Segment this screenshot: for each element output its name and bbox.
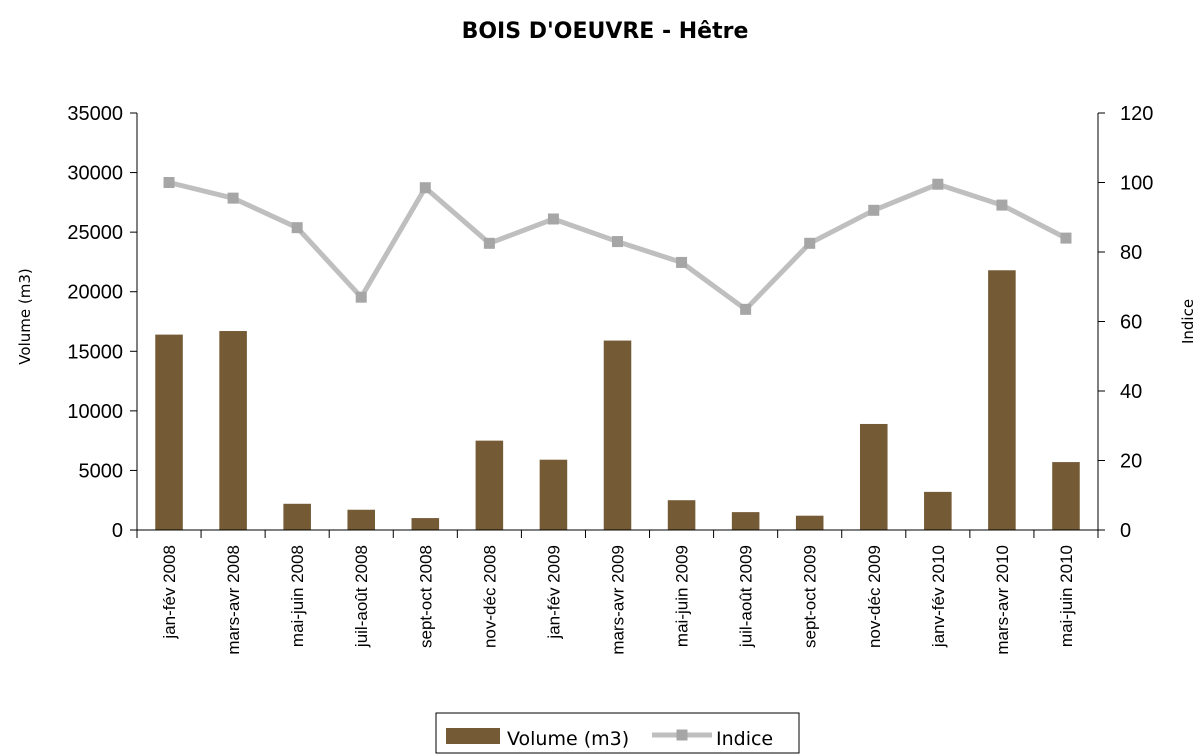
indice-point (612, 236, 623, 248)
indice-point (804, 237, 816, 249)
indice-point (868, 204, 880, 216)
volume-bar (859, 423, 888, 530)
indice-point (291, 222, 303, 234)
indice-point (932, 178, 944, 190)
volume-bar (795, 515, 824, 530)
left-tick-label: 15000 (67, 341, 123, 363)
x-tick-label: sept-oct 2008 (416, 545, 435, 648)
indice-point (419, 182, 431, 194)
indice-point (547, 213, 559, 225)
x-tick-label: mars-avr 2010 (993, 545, 1012, 655)
right-tick-label: 60 (1120, 312, 1142, 334)
x-tick-label: mars-avr 2008 (224, 545, 243, 655)
indice-point (355, 291, 367, 303)
volume-bar (603, 340, 632, 530)
x-tick-label: mars-avr 2009 (609, 545, 628, 655)
x-tick-label: nov-déc 2009 (865, 545, 884, 648)
indice-point (676, 256, 688, 268)
indice-point (483, 237, 495, 249)
indice-point (996, 199, 1008, 211)
left-tick-label: 10000 (67, 401, 123, 423)
left-axis: 0 5000 10000 15000 20000 25000 30000 35000 (67, 103, 138, 542)
x-tick-label: juil-août 2008 (352, 545, 371, 648)
chart-title: BOIS D'OEUVRE - Hêtre (462, 19, 749, 44)
volume-bar (924, 491, 952, 530)
x-tick-label: mai-juin 2008 (288, 545, 307, 647)
volume-bar (731, 512, 760, 530)
right-tick-label: 40 (1120, 381, 1142, 403)
left-tick-label: 5000 (79, 460, 124, 482)
indice-point (1060, 232, 1072, 244)
y2-axis-title: Indice (1179, 299, 1197, 344)
y-axis-title: Volume (m3) (16, 268, 34, 364)
x-tick-label: jan-fév 2009 (544, 545, 563, 640)
volume-bar (988, 270, 1016, 530)
right-tick-label: 100 (1120, 173, 1153, 195)
volume-bar (219, 331, 247, 530)
legend-indice-label: Indice (716, 728, 773, 750)
legend: Volume (m3) Indice (435, 712, 800, 754)
volume-bars (155, 270, 1080, 530)
volume-bar (667, 500, 696, 530)
left-tick-label: 20000 (67, 282, 123, 304)
indice-point (163, 177, 175, 188)
left-tick-label: 35000 (67, 103, 123, 125)
indice-point (740, 303, 752, 315)
x-tick-label: janv-fév 2010 (929, 545, 948, 648)
x-tick-label: juil-août 2009 (737, 545, 756, 648)
x-tick-label: mai-juin 2009 (673, 545, 692, 647)
volume-bar (539, 459, 568, 530)
x-tick-label: nov-déc 2008 (480, 545, 499, 648)
left-tick-label: 0 (112, 520, 123, 542)
indice-line (163, 177, 1072, 315)
volume-bar (475, 440, 504, 530)
volume-bar (283, 503, 311, 530)
x-tick-label: sept-oct 2009 (801, 545, 820, 648)
legend-volume-label: Volume (m3) (507, 728, 629, 750)
right-tick-label: 120 (1120, 103, 1153, 125)
left-tick-label: 25000 (67, 222, 123, 244)
x-axis: jan-fév 2008 mars-avr 2008 mai-juin 2008 ju… (136, 529, 1099, 655)
right-tick-label: 20 (1120, 451, 1142, 473)
volume-bar (1052, 462, 1080, 530)
right-tick-label: 0 (1120, 520, 1131, 542)
legend-indice-marker (676, 729, 688, 741)
legend-volume-swatch (446, 728, 500, 744)
volume-bar (155, 334, 183, 530)
indice-point (227, 192, 239, 204)
volume-bar (411, 518, 440, 530)
right-axis: 0 20 40 60 80 100 120 (1097, 103, 1153, 542)
volume-bar (347, 509, 376, 530)
x-tick-label: jan-fév 2008 (160, 545, 179, 640)
left-tick-label: 30000 (67, 163, 123, 185)
right-tick-label: 80 (1120, 242, 1142, 264)
x-tick-label: mai-juin 2010 (1057, 545, 1076, 647)
